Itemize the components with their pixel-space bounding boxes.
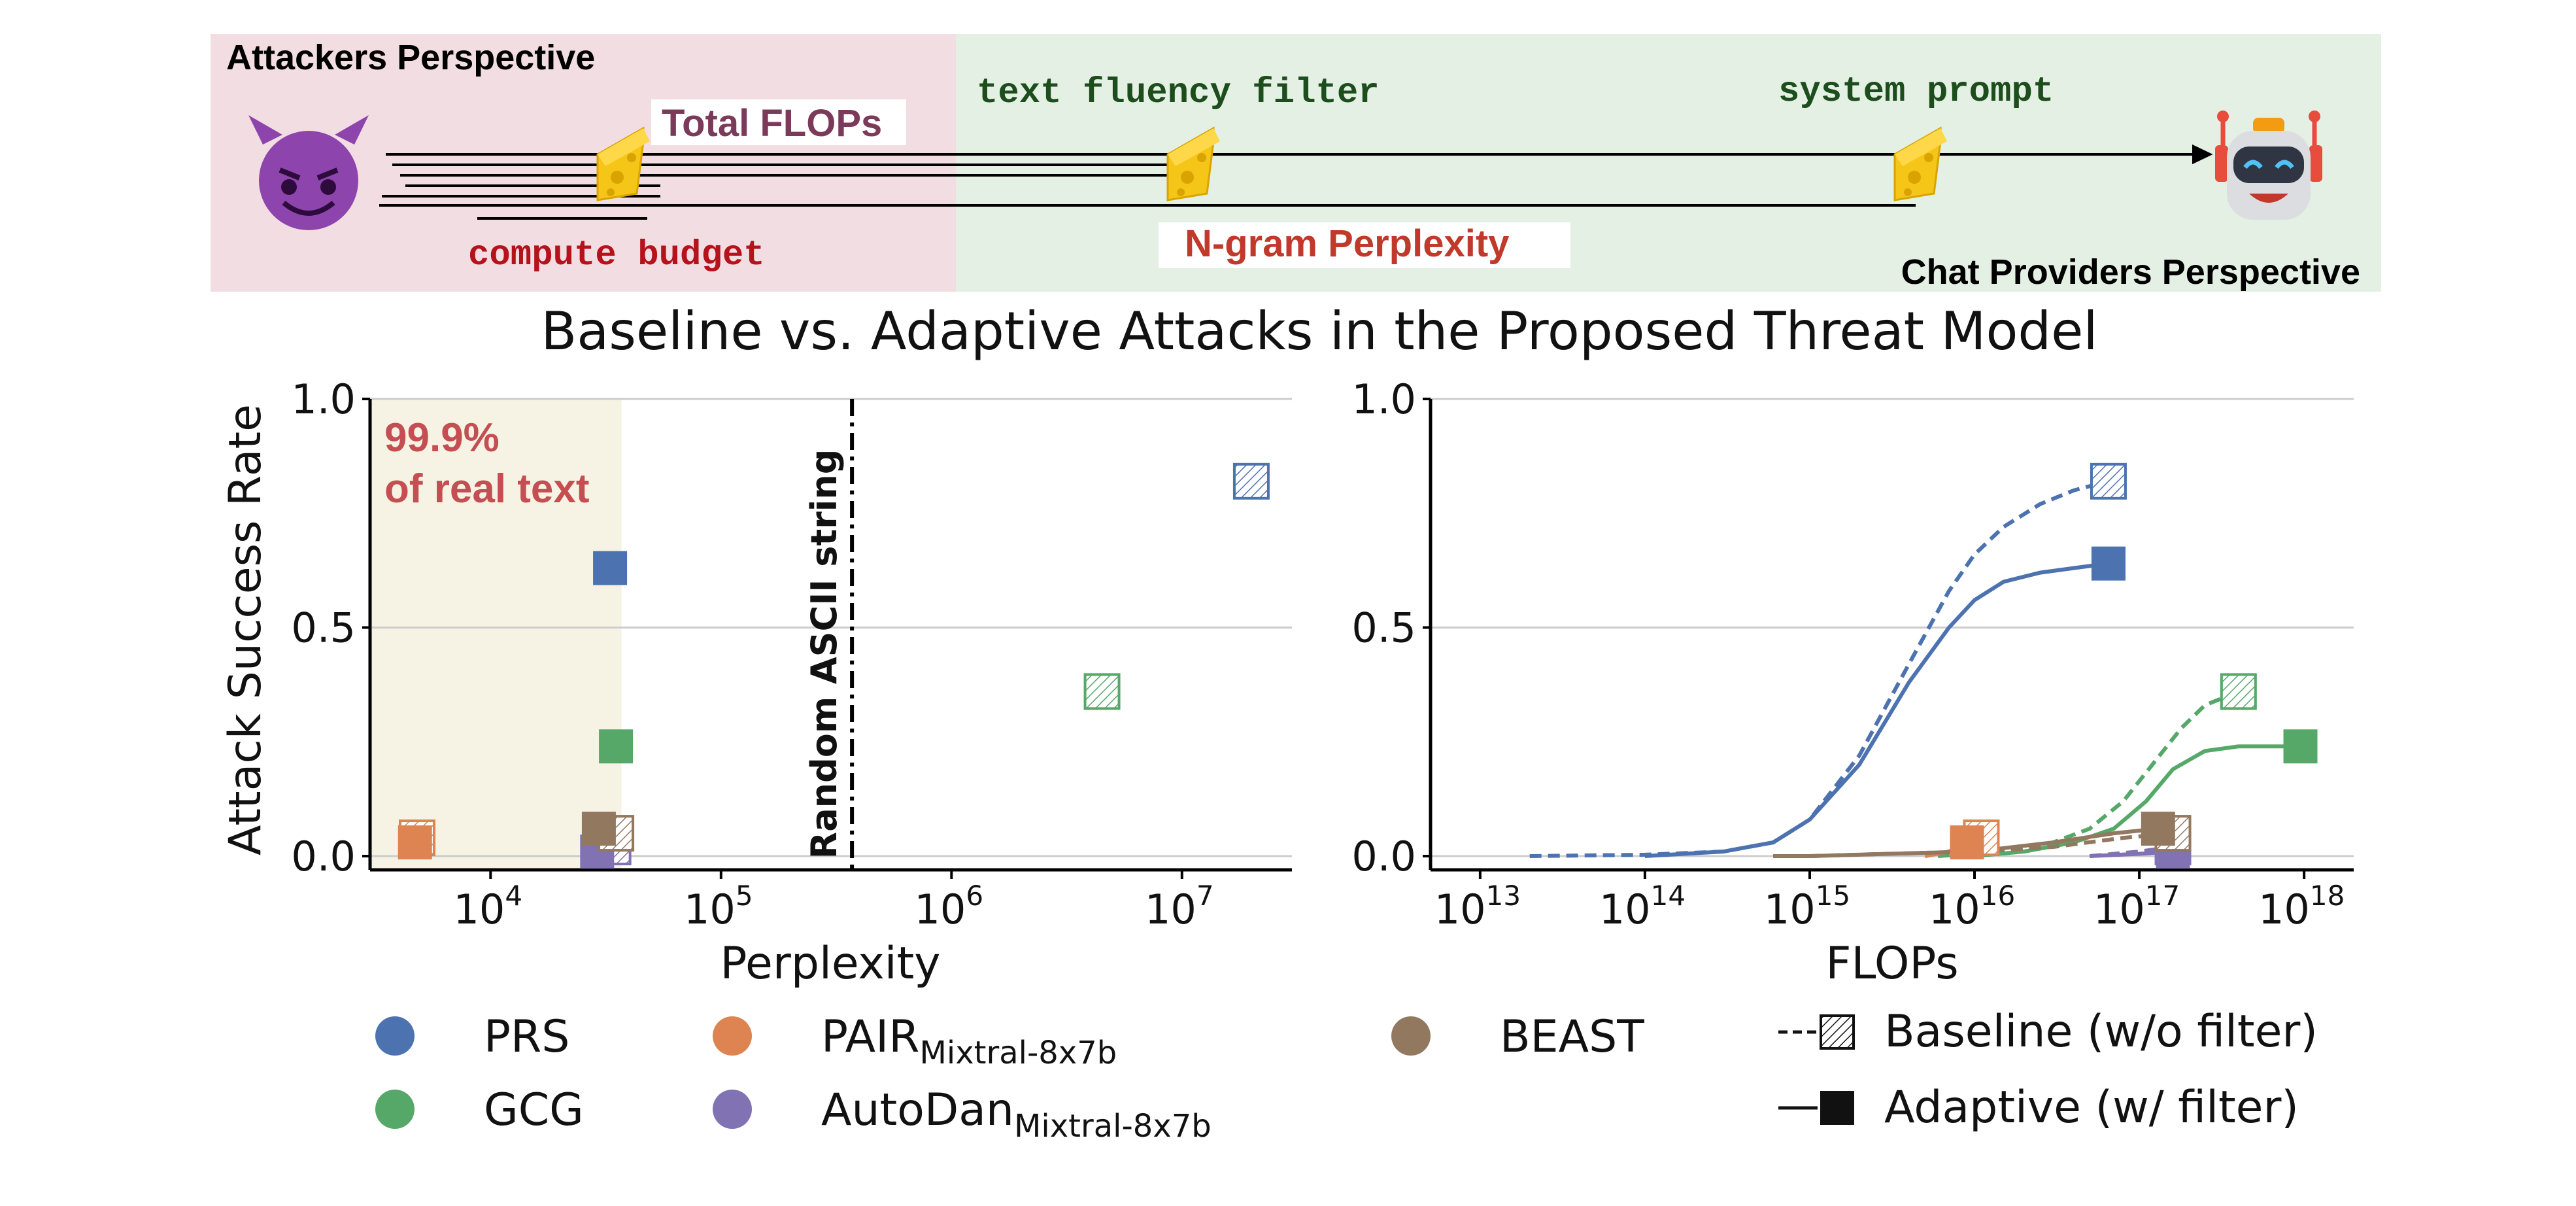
x-tick-label: 1018 bbox=[2258, 880, 2345, 933]
axes-right: 0.0 0.5 1.0 1013 1014 1015 1016 1017 1018 bbox=[1351, 375, 2354, 933]
ngram-perplexity-box bbox=[1159, 222, 1570, 268]
random-ascii-label: Random ASCII string bbox=[804, 449, 845, 859]
legend-label-autodan: AutoDanMixtral-8x7b bbox=[821, 1084, 1212, 1145]
chat-providers-perspective-title: Chat Providers Perspective bbox=[1901, 252, 2360, 292]
region-label-line1: 99.9% bbox=[384, 415, 500, 460]
baseline-endpoint-prs bbox=[2090, 462, 2127, 500]
legend-label-beast: BEAST bbox=[1500, 1011, 1644, 1063]
x-tick-label: 1013 bbox=[1434, 880, 1521, 933]
adaptive-line-gcg bbox=[1974, 744, 2301, 858]
x-tick-label: 1017 bbox=[2093, 880, 2180, 933]
robot-face-icon bbox=[2215, 111, 2322, 220]
x-tick-label: 1015 bbox=[1764, 880, 1850, 933]
baseline-line-beast bbox=[1773, 831, 2173, 858]
y-tick-label: 1.0 bbox=[291, 375, 356, 423]
legend-marker-pair bbox=[713, 1016, 752, 1056]
devil-face-icon bbox=[248, 115, 369, 230]
adaptive-point-prs bbox=[593, 551, 628, 585]
compute-budget-label: compute budget bbox=[468, 235, 765, 275]
baseline-point-prs bbox=[1232, 462, 1270, 500]
legend: PRS GCG PAIRMixtral-8x7b AutoDanMixtral-8x7… bbox=[375, 1006, 2318, 1145]
x-tick-label: 104 bbox=[453, 880, 522, 933]
system-prompt-label: system prompt bbox=[1778, 72, 2054, 112]
total-flops-box bbox=[651, 99, 906, 145]
total-flops-label: Total FLOPs bbox=[662, 102, 882, 145]
lines-right bbox=[1529, 479, 2301, 858]
marks-left bbox=[398, 462, 1270, 869]
adaptive-point-pair bbox=[398, 825, 432, 860]
x-tick-label: 1016 bbox=[1929, 880, 2015, 933]
text-fluency-filter-label: text fluency filter bbox=[977, 73, 1380, 113]
attackers-perspective-title: Attackers Perspective bbox=[226, 38, 595, 77]
adaptive-point-beast bbox=[581, 812, 616, 846]
x-tick-label: 106 bbox=[914, 880, 983, 933]
legend-hatched-square bbox=[1820, 1014, 1855, 1050]
y-tick-label: 0.5 bbox=[1351, 604, 1416, 652]
legend-label-pair: PAIRMixtral-8x7b bbox=[821, 1011, 1117, 1071]
marks-right bbox=[1950, 462, 2318, 869]
y-axis-label: Attack Success Rate bbox=[220, 404, 271, 855]
adaptive-endpoint-beast bbox=[2141, 812, 2175, 846]
adaptive-point-gcg bbox=[599, 729, 634, 764]
legend-marker-beast bbox=[1391, 1016, 1431, 1056]
axes-left: 0.0 0.5 1.0 104 105 106 107 bbox=[291, 375, 1292, 933]
x-tick-label: 107 bbox=[1145, 880, 1214, 933]
baseline-endpoint-gcg bbox=[2220, 673, 2257, 710]
region-label-line2: of real text bbox=[384, 466, 590, 511]
flops-chart: 0.0 0.5 1.0 1013 1014 1015 1016 1017 1018 FLOPs bbox=[1351, 375, 2354, 990]
chart-title: Baseline vs. Adaptive Attacks in the Pro… bbox=[541, 301, 2097, 362]
legend-label-adaptive: Adaptive (w/ filter) bbox=[1884, 1082, 2299, 1133]
adaptive-line-prs bbox=[1644, 561, 2109, 858]
y-tick-label: 0.5 bbox=[291, 604, 356, 652]
adaptive-endpoint-pair bbox=[1950, 825, 1984, 860]
x-axis-label-perplexity: Perplexity bbox=[720, 938, 940, 990]
baseline-point-gcg bbox=[1083, 673, 1121, 710]
adaptive-endpoint-gcg bbox=[2283, 729, 2318, 764]
perplexity-chart: Random ASCII string 99.9% of real text 0… bbox=[220, 375, 1292, 990]
legend-marker-gcg bbox=[375, 1090, 415, 1129]
baseline-line-prs bbox=[1529, 479, 2109, 858]
legend-marker-prs bbox=[375, 1016, 415, 1056]
y-tick-label: 0.0 bbox=[1351, 833, 1416, 880]
ngram-perplexity-label: N-gram Perplexity bbox=[1185, 222, 1509, 265]
x-axis-label-flops: FLOPs bbox=[1825, 938, 1958, 990]
adaptive-endpoint-prs bbox=[2091, 546, 2126, 581]
grid-left bbox=[370, 398, 1292, 857]
legend-solid-square bbox=[1820, 1091, 1854, 1125]
legend-marker-autodan bbox=[713, 1090, 752, 1129]
legend-label-prs: PRS bbox=[484, 1011, 569, 1063]
threat-model-banner: Attackers Perspective Chat Providers Per… bbox=[211, 34, 2381, 292]
legend-label-baseline: Baseline (w/o filter) bbox=[1884, 1006, 2318, 1058]
x-tick-label: 105 bbox=[684, 880, 753, 933]
grid-right bbox=[1431, 398, 2354, 857]
y-tick-label: 0.0 bbox=[291, 833, 356, 880]
real-text-region bbox=[370, 399, 622, 870]
x-tick-label: 1014 bbox=[1599, 880, 1686, 933]
legend-label-gcg: GCG bbox=[484, 1084, 584, 1136]
y-tick-label: 1.0 bbox=[1351, 375, 1416, 423]
